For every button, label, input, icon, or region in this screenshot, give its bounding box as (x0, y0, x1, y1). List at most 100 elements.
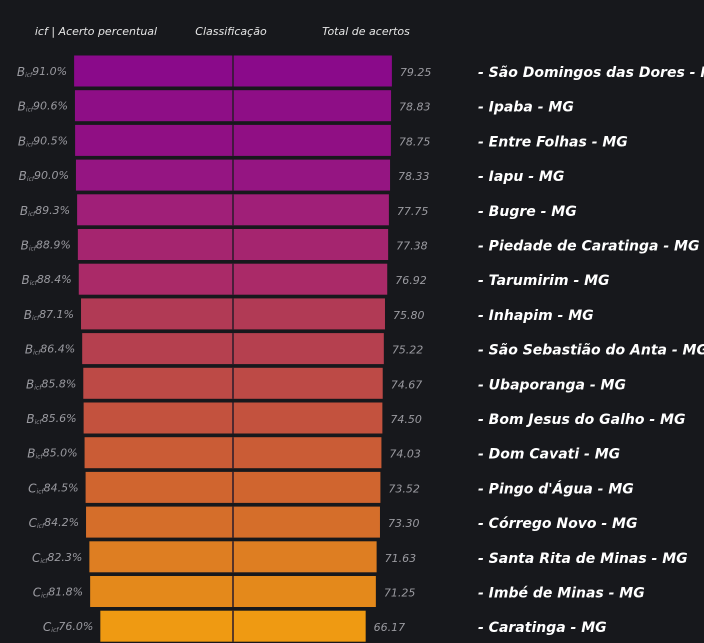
grade-percent: Bicf90.5% (18, 134, 68, 148)
grade-subscript: icf (26, 141, 34, 148)
grade-percent: Bicf89.3% (20, 203, 70, 217)
grade-letter: B (18, 134, 26, 148)
grade-percent: Cicf84.2% (29, 516, 79, 530)
header-percent: icf | Acerto percentual (35, 25, 157, 38)
city-name: - Pingo d'Água - MG (478, 480, 634, 497)
grade-letter: C (43, 620, 52, 634)
grade-letter: C (28, 481, 37, 495)
total-label: 71.25 (384, 587, 416, 600)
city-name: - Ubaporanga - MG (478, 377, 626, 393)
header-class: Classificação (195, 25, 267, 38)
grade-percent: Bicf85.6% (26, 412, 76, 426)
city-name: - Inhapim - MG (478, 308, 594, 324)
grade-letter: B (26, 412, 34, 426)
grade-percent: Bicf90.6% (18, 99, 68, 113)
grade-letter: B (21, 238, 29, 252)
grade-subscript: icf (28, 210, 36, 217)
total-label: 74.50 (390, 413, 422, 426)
percent-label: 90.5% (33, 134, 68, 147)
grade-percent: Bicf86.4% (25, 342, 75, 356)
percent-label: 89.3% (35, 204, 70, 217)
grade-percent: Cicf81.8% (33, 585, 83, 599)
grade-subscript: icf (35, 419, 43, 426)
grade-letter: B (18, 99, 26, 113)
total-label: 77.75 (397, 205, 429, 218)
percent-label: 90.0% (34, 169, 69, 182)
total-label: 78.75 (399, 135, 431, 148)
grade-letter: B (17, 65, 25, 79)
city-name: - Bugre - MG (478, 204, 577, 220)
grade-subscript: icf (40, 557, 48, 564)
grade-letter: C (29, 516, 38, 530)
grade-percent: Cicf82.3% (32, 550, 82, 564)
grade-letter: B (20, 203, 28, 217)
grade-letter: C (32, 550, 41, 564)
grade-subscript: icf (36, 453, 44, 460)
city-name: - Santa Rita de Minas - MG (478, 551, 688, 567)
percent-label: 85.0% (43, 447, 78, 460)
total-label: 66.17 (374, 621, 406, 634)
total-label: 71.63 (385, 552, 417, 565)
percent-label: 85.6% (42, 412, 77, 425)
total-label: 74.03 (389, 448, 421, 461)
total-label: 75.22 (392, 344, 424, 357)
total-label: 75.80 (393, 309, 425, 322)
city-name: - Imbé de Minas - MG (478, 586, 645, 602)
grade-percent: Bicf85.0% (27, 446, 77, 460)
grade-letter: B (22, 273, 30, 287)
city-name: - Córrego Novo - MG (478, 516, 637, 532)
grade-subscript: icf (25, 72, 33, 79)
city-name: - Entre Folhas - MG (478, 134, 628, 150)
grade-subscript: icf (33, 349, 41, 356)
grade-percent: Bicf85.8% (26, 377, 76, 391)
city-name: - Dom Cavati - MG (478, 447, 620, 463)
grade-subscript: icf (34, 384, 42, 391)
city-name: - Bom Jesus do Galho - MG (478, 412, 685, 428)
total-label: 73.52 (388, 482, 420, 495)
percent-label: 88.4% (37, 273, 72, 286)
grade-subscript: icf (37, 523, 45, 530)
percent-label: 84.5% (44, 481, 79, 494)
city-name: - Piedade de Caratinga - MG (478, 239, 699, 255)
grade-subscript: icf (27, 176, 35, 183)
grade-subscript: icf (29, 245, 37, 252)
city-name: - São Sebastião do Anta - MG (478, 343, 704, 359)
grade-subscript: icf (26, 106, 34, 113)
grade-subscript: icf (37, 488, 45, 495)
total-label: 79.25 (400, 66, 432, 79)
city-name: - Iapu - MG (478, 169, 564, 185)
grade-percent: Bicf90.0% (19, 169, 69, 183)
grade-letter: C (33, 585, 42, 599)
grade-letter: B (26, 377, 34, 391)
grade-subscript: icf (51, 627, 59, 634)
percent-label: 90.6% (33, 100, 68, 113)
city-name: - Caratinga - MG (478, 620, 607, 636)
grade-letter: B (25, 342, 33, 356)
grade-subscript: icf (30, 280, 38, 287)
percent-label: 87.1% (39, 308, 74, 321)
grade-percent: Bicf91.0% (17, 65, 67, 79)
total-label: 78.33 (398, 170, 430, 183)
total-label: 78.83 (399, 101, 431, 114)
total-label: 77.38 (396, 240, 428, 253)
grade-percent: Cicf84.5% (28, 481, 78, 495)
percent-label: 91.0% (32, 65, 67, 78)
grade-percent: Bicf88.4% (22, 273, 72, 287)
grade-letter: B (24, 307, 32, 321)
percent-label: 85.8% (41, 377, 76, 390)
percent-label: 82.3% (47, 551, 82, 564)
grade-percent: Bicf87.1% (24, 307, 74, 321)
total-label: 74.67 (391, 378, 423, 391)
total-label: 73.30 (388, 517, 420, 530)
grade-letter: B (19, 169, 27, 183)
grade-percent: Bicf88.9% (21, 238, 71, 252)
city-name: - Ipaba - MG (478, 100, 574, 116)
grade-percent: Cicf76.0% (43, 620, 93, 634)
total-label: 76.92 (395, 274, 427, 287)
city-name: - São Domingos das Dores - MG (478, 65, 704, 81)
header-total: Total de acertos (322, 25, 410, 38)
city-name: - Tarumirim - MG (478, 273, 610, 289)
grade-subscript: icf (32, 314, 40, 321)
percent-label: 81.8% (48, 586, 83, 599)
